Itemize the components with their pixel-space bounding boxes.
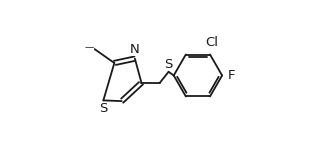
Text: N: N [130, 43, 140, 56]
Text: F: F [228, 69, 236, 82]
Text: S: S [99, 102, 108, 115]
Text: —: — [85, 43, 94, 52]
Text: S: S [164, 58, 173, 71]
Text: Cl: Cl [205, 36, 218, 49]
